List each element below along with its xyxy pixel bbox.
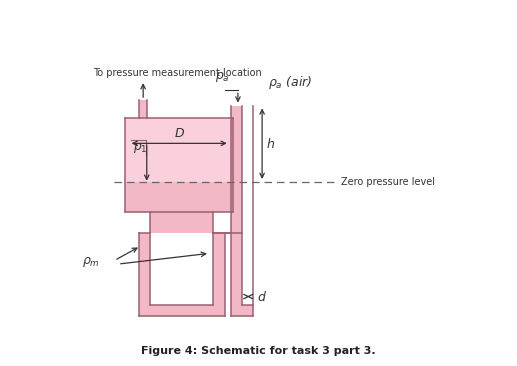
Text: Figure 4: Schematic for task 3 part 3.: Figure 4: Schematic for task 3 part 3.: [141, 346, 376, 356]
Text: $D$: $D$: [174, 127, 185, 140]
Bar: [242, 105, 253, 316]
Text: $p_a$: $p_a$: [215, 70, 229, 84]
Bar: [232, 105, 242, 316]
Text: $h$: $h$: [266, 137, 276, 151]
Text: $d$: $d$: [257, 290, 267, 303]
Bar: [150, 212, 214, 234]
Text: To pressure measurement location: To pressure measurement location: [93, 68, 262, 78]
Bar: [139, 100, 147, 118]
Text: $\rho_a$ (air): $\rho_a$ (air): [267, 74, 312, 90]
Bar: [232, 305, 253, 316]
Text: Zero pressure level: Zero pressure level: [341, 177, 435, 187]
Bar: [139, 234, 225, 316]
Bar: [150, 234, 214, 305]
Text: $\rho_m$: $\rho_m$: [82, 255, 100, 269]
Bar: [242, 105, 253, 305]
Bar: [125, 118, 233, 182]
Bar: [125, 182, 233, 212]
Text: $p_1$: $p_1$: [133, 141, 148, 155]
